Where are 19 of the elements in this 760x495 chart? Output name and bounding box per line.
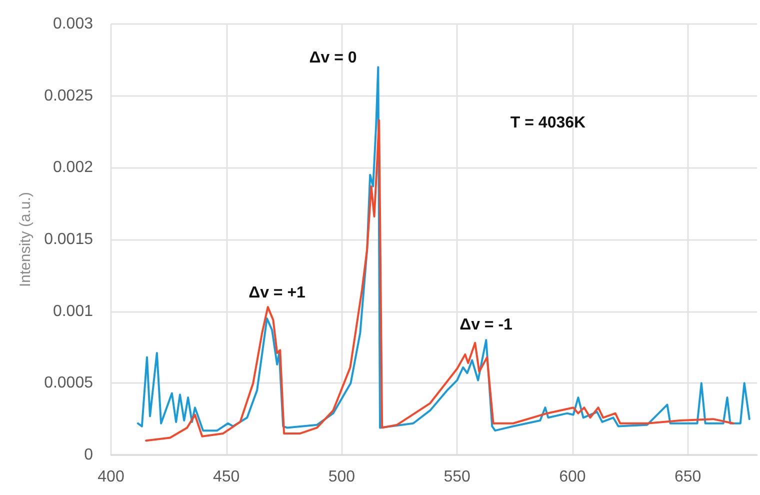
annotation: Δv = 0 <box>309 50 357 66</box>
y-tick-label: 0.0025 <box>44 87 94 104</box>
y-tick-label: 0 <box>84 446 94 464</box>
line-series <box>136 66 750 432</box>
y-tick-label: 0.001 <box>52 302 94 320</box>
x-tick-label: 650 <box>674 468 702 486</box>
annotation: T = 4036K <box>510 114 586 132</box>
y-tick-label: 0.003 <box>52 16 94 32</box>
x-tick-label: 600 <box>559 468 586 486</box>
annotation: Δv = -1 <box>460 316 513 334</box>
y-tick-label: 0.0005 <box>44 374 94 392</box>
x-tick-label: 550 <box>444 468 471 486</box>
y-tick-label: 0.0015 <box>44 231 94 248</box>
x-tick-label: 400 <box>98 468 124 486</box>
x-tick-label: 500 <box>328 468 356 486</box>
annotation: Δv = +1 <box>248 284 306 302</box>
y-axis-title: Intensity (a.u.) <box>17 192 34 288</box>
x-tick-label: 450 <box>213 468 240 486</box>
y-tick-label: 0.002 <box>52 159 94 176</box>
